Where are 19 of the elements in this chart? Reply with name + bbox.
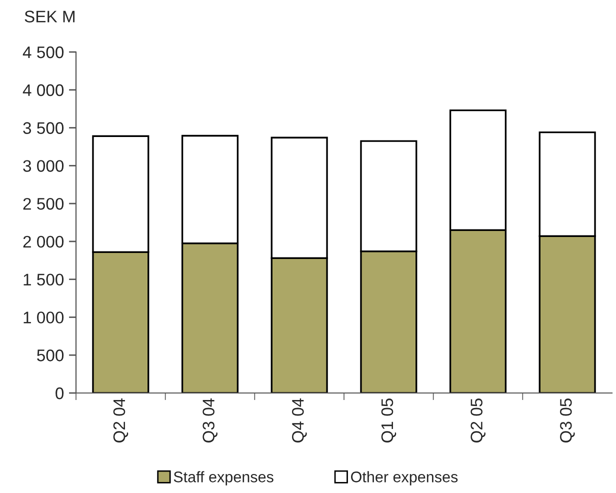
y-tick-label: 500 — [37, 350, 64, 362]
y-tick-label: 2 500 — [23, 198, 64, 210]
y-tick-label: 1 500 — [24, 274, 64, 286]
x-tick-label: Q3 04 — [202, 398, 218, 442]
legend-label: Staff expenses — [174, 471, 274, 486]
x-tick-label: Q1 05 — [381, 398, 396, 442]
y-tick-label: 4 500 — [22, 46, 64, 58]
y-tick-label: 4 000 — [22, 84, 64, 96]
legend-label: Other expenses — [351, 471, 458, 486]
x-tick-label: Q3 05 — [560, 398, 575, 442]
y-tick-label: 1 000 — [24, 312, 64, 324]
x-tick-label: Q2 04 — [113, 398, 128, 442]
y-tick-label: 0 — [56, 387, 64, 400]
y-tick-label: 3 000 — [23, 160, 64, 172]
y-tick-label: 3 500 — [23, 122, 64, 134]
x-tick-label: Q4 04 — [292, 398, 307, 442]
x-tick-label: Q2 05 — [470, 398, 486, 442]
y-axis-title: SEK M — [24, 10, 74, 22]
y-tick-label: 2 000 — [23, 236, 64, 248]
